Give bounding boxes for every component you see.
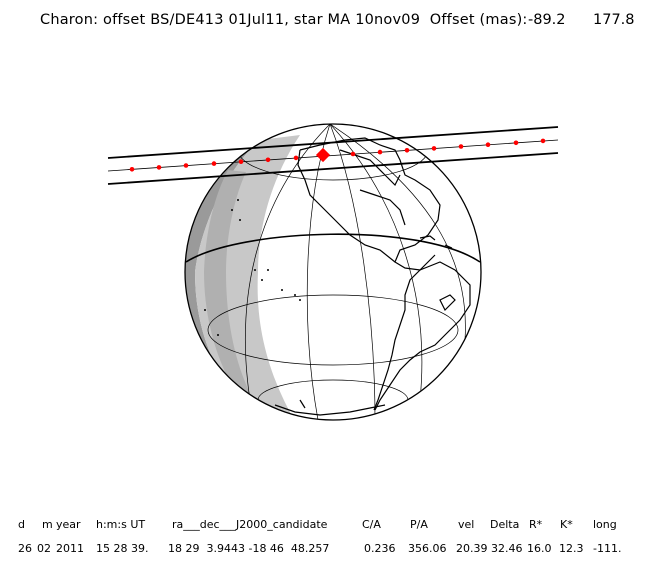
equator	[185, 233, 481, 263]
pacific-islands	[204, 199, 301, 336]
value-m: 02	[37, 542, 51, 555]
header-hms: h:m:s UT	[96, 518, 146, 531]
map-title: Charon: offset BS/DE413 01Jul11, star MA…	[40, 12, 528, 28]
header-radec: ra___dec___J2000_candidate	[172, 518, 328, 531]
value-delta: 32.46	[491, 542, 523, 555]
shading-bands	[185, 135, 300, 420]
header-d: d	[18, 518, 25, 531]
header-kstar: K*	[560, 518, 573, 531]
value-year: 2011	[56, 542, 84, 555]
header-long: long	[593, 518, 617, 531]
header-delta: Delta	[490, 518, 520, 531]
value-pa: 356.06	[408, 542, 447, 555]
value-long: -111.	[593, 542, 622, 555]
value-kstar: 12.3	[559, 542, 584, 555]
shadow-path	[107, 126, 559, 185]
track-dots	[129, 138, 546, 172]
value-radec: 18 29 3.9443 -18 46 48.257	[168, 542, 330, 555]
penumbra-strip	[204, 170, 258, 408]
offset-x-value: -89.2	[528, 12, 566, 28]
globe-outline	[184, 123, 482, 421]
shadow-north-limit	[107, 126, 559, 159]
value-vel: 20.39	[456, 542, 488, 555]
shadow-south-limit	[107, 152, 559, 185]
event-marker	[315, 147, 331, 163]
continent-outlines	[274, 137, 471, 416]
offset-y-value: 177.8	[593, 12, 635, 28]
shadow-centerline	[107, 139, 559, 172]
header-rstar: R*	[529, 518, 543, 531]
value-d: 26	[18, 542, 32, 555]
value-ca: 0.236	[364, 542, 396, 555]
value-hms: 15 28 39.	[96, 542, 149, 555]
header-year: year	[56, 518, 81, 531]
header-ca: C/A	[362, 518, 381, 531]
title-bar: Charon: offset BS/DE413 01Jul11, star MA…	[0, 12, 646, 34]
header-pa: P/A	[410, 518, 428, 531]
header-vel: vel	[458, 518, 475, 531]
header-m: m	[42, 518, 53, 531]
value-rstar: 16.0	[527, 542, 552, 555]
